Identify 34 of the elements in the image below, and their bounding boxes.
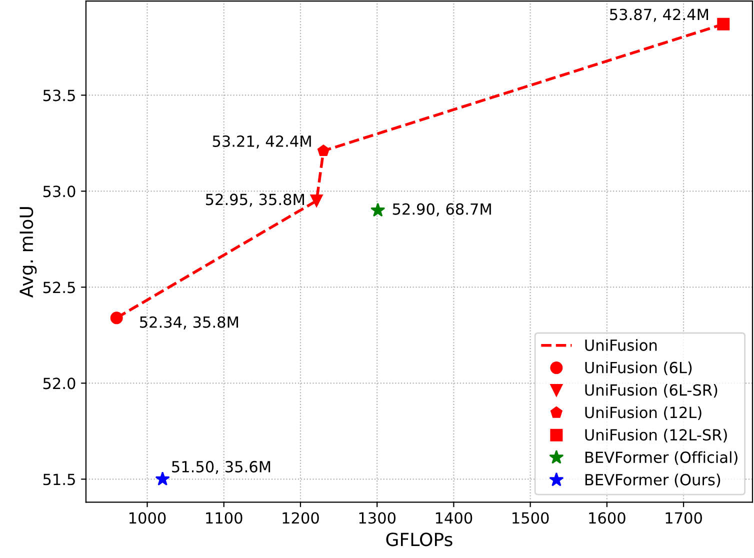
x-tick-label: 1600 xyxy=(589,512,626,524)
annotation: 52.90, 68.7M xyxy=(392,203,491,216)
x-tick-label: 1700 xyxy=(666,512,702,524)
annotation: 51.50, 35.6M xyxy=(172,460,270,474)
point xyxy=(370,202,386,217)
point xyxy=(317,144,330,156)
y-tick-label: 53.0 xyxy=(43,186,76,198)
x-tick-label: 1200 xyxy=(282,512,319,524)
x-tick-label: 1000 xyxy=(129,512,166,524)
legend-label: UniFusion (12L-SR) xyxy=(585,428,727,442)
x-tick-label: 1400 xyxy=(436,512,472,524)
legend-label: UniFusion (6L) xyxy=(585,362,692,376)
legend-label: UniFusion (6L-SR) xyxy=(585,384,718,398)
y-tick-label: 51.5 xyxy=(43,474,75,486)
point xyxy=(110,312,123,324)
x-axis-title: GFLOPs xyxy=(386,532,452,546)
annotation: 52.34, 35.8M xyxy=(140,316,238,330)
y-tick-label: 53.5 xyxy=(43,90,75,102)
y-tick-label: 52.5 xyxy=(43,282,75,294)
point xyxy=(717,18,730,30)
legend-label: UniFusion (12L) xyxy=(585,406,702,420)
x-tick-label: 1100 xyxy=(206,512,242,524)
annotation: 52.95, 35.8M xyxy=(206,194,304,207)
y-tick-label: 52.0 xyxy=(43,378,76,390)
x-tick-label: 1500 xyxy=(512,512,549,524)
annotation: 53.87, 42.4M xyxy=(610,8,708,22)
x-tick-label: 1300 xyxy=(359,512,396,524)
y-axis-title: Avg. mIoU xyxy=(20,207,37,298)
legend-label: UniFusion xyxy=(585,339,657,351)
legend-label: BEVFormer (Ours) xyxy=(585,474,720,488)
legend-label: BEVFormer (Official) xyxy=(585,451,738,465)
point xyxy=(155,472,170,486)
annotation: 53.21, 42.4M xyxy=(212,135,311,149)
point xyxy=(310,194,323,208)
